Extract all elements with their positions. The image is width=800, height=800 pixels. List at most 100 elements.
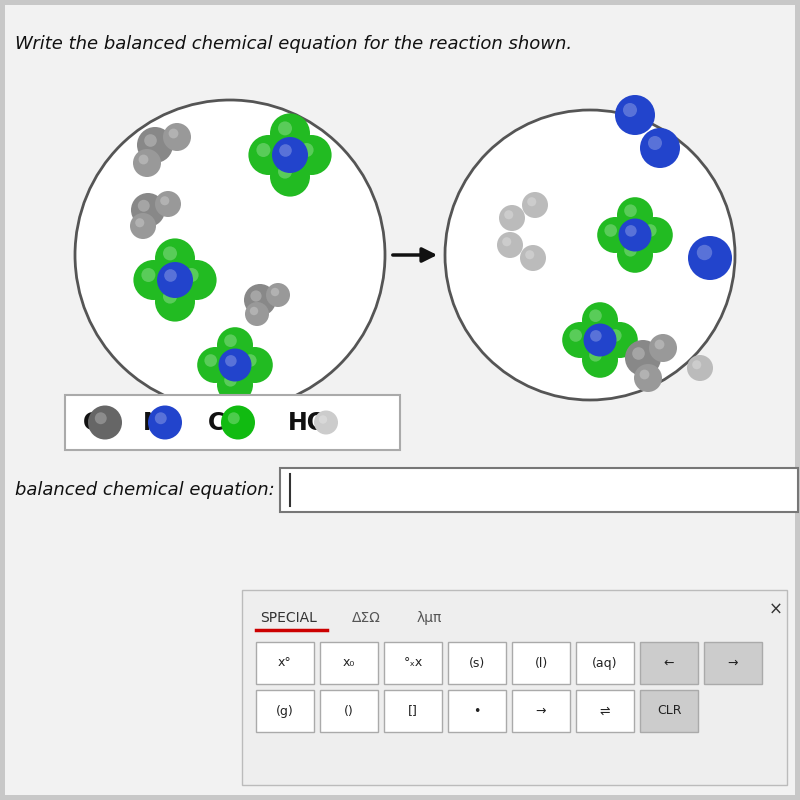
Circle shape <box>250 290 262 302</box>
Circle shape <box>292 135 332 175</box>
Circle shape <box>228 412 240 424</box>
Circle shape <box>224 374 237 386</box>
Circle shape <box>318 415 327 424</box>
Text: (g): (g) <box>276 705 294 718</box>
Circle shape <box>224 334 237 347</box>
Circle shape <box>582 302 618 338</box>
Circle shape <box>279 144 292 157</box>
Text: ⇌: ⇌ <box>600 705 610 718</box>
Circle shape <box>270 114 310 154</box>
Circle shape <box>605 224 617 237</box>
Circle shape <box>138 154 149 164</box>
Text: °ₓx: °ₓx <box>403 657 422 670</box>
Bar <box>384 642 442 684</box>
Bar <box>65 395 400 450</box>
Circle shape <box>221 406 255 439</box>
Circle shape <box>692 360 702 370</box>
Circle shape <box>244 354 257 366</box>
Text: (aq): (aq) <box>592 657 618 670</box>
Bar <box>704 642 762 684</box>
Circle shape <box>278 122 292 135</box>
Circle shape <box>75 100 385 410</box>
Circle shape <box>266 283 290 307</box>
Text: Cl: Cl <box>208 410 234 434</box>
Circle shape <box>589 349 602 362</box>
Text: ΔΣΩ: ΔΣΩ <box>352 611 381 625</box>
Bar <box>256 642 314 684</box>
Text: CLR: CLR <box>657 705 682 718</box>
Circle shape <box>270 288 279 296</box>
Text: SPECIAL: SPECIAL <box>260 611 317 625</box>
Bar <box>512 642 570 684</box>
Circle shape <box>609 330 622 342</box>
Circle shape <box>640 128 680 168</box>
Circle shape <box>217 327 253 363</box>
Bar <box>256 690 314 732</box>
Text: ×: × <box>769 601 783 619</box>
Circle shape <box>697 245 712 260</box>
Circle shape <box>256 143 270 157</box>
Circle shape <box>155 191 181 217</box>
Circle shape <box>687 355 713 381</box>
Circle shape <box>142 268 155 282</box>
Text: (s): (s) <box>469 657 485 670</box>
Circle shape <box>623 103 637 117</box>
Circle shape <box>502 238 511 246</box>
Circle shape <box>133 149 161 177</box>
Text: HO: HO <box>288 410 328 434</box>
Circle shape <box>272 137 308 173</box>
Circle shape <box>300 143 314 157</box>
Circle shape <box>131 193 165 227</box>
Text: ←: ← <box>664 657 674 670</box>
Bar <box>576 642 634 684</box>
Circle shape <box>527 198 536 206</box>
Text: Write the balanced chemical equation for the reaction shown.: Write the balanced chemical equation for… <box>15 35 572 53</box>
Circle shape <box>688 236 732 280</box>
Text: x₀: x₀ <box>343 657 355 670</box>
Circle shape <box>177 260 217 300</box>
Circle shape <box>632 347 645 360</box>
Circle shape <box>169 129 178 138</box>
Circle shape <box>245 302 269 326</box>
Circle shape <box>148 406 182 439</box>
Circle shape <box>499 205 525 231</box>
Bar <box>384 690 442 732</box>
Circle shape <box>248 135 288 175</box>
Text: →: → <box>728 657 738 670</box>
Circle shape <box>144 134 157 146</box>
Circle shape <box>617 237 653 273</box>
Text: λμπ: λμπ <box>417 611 442 625</box>
Circle shape <box>155 412 166 424</box>
Bar <box>280 468 798 512</box>
Circle shape <box>602 322 638 358</box>
Circle shape <box>520 245 546 271</box>
Circle shape <box>625 340 661 376</box>
Bar <box>242 590 787 785</box>
Circle shape <box>314 410 338 434</box>
Circle shape <box>497 232 523 258</box>
Text: C: C <box>83 410 100 434</box>
Circle shape <box>597 217 634 253</box>
Circle shape <box>164 269 177 282</box>
Bar <box>448 642 506 684</box>
Circle shape <box>649 334 677 362</box>
Circle shape <box>225 355 237 366</box>
Circle shape <box>197 347 234 383</box>
Text: []: [] <box>408 705 418 718</box>
Circle shape <box>163 123 191 151</box>
Bar <box>640 642 698 684</box>
Circle shape <box>618 218 651 251</box>
Bar <box>576 690 634 732</box>
Circle shape <box>94 412 106 424</box>
Circle shape <box>648 136 662 150</box>
Circle shape <box>88 406 122 439</box>
Circle shape <box>218 349 251 382</box>
Circle shape <box>624 205 637 217</box>
Circle shape <box>526 250 534 259</box>
Text: balanced chemical equation:: balanced chemical equation: <box>15 481 274 499</box>
Circle shape <box>163 246 177 261</box>
Circle shape <box>562 322 598 358</box>
Circle shape <box>157 262 193 298</box>
Circle shape <box>250 306 258 315</box>
Bar <box>320 642 378 684</box>
